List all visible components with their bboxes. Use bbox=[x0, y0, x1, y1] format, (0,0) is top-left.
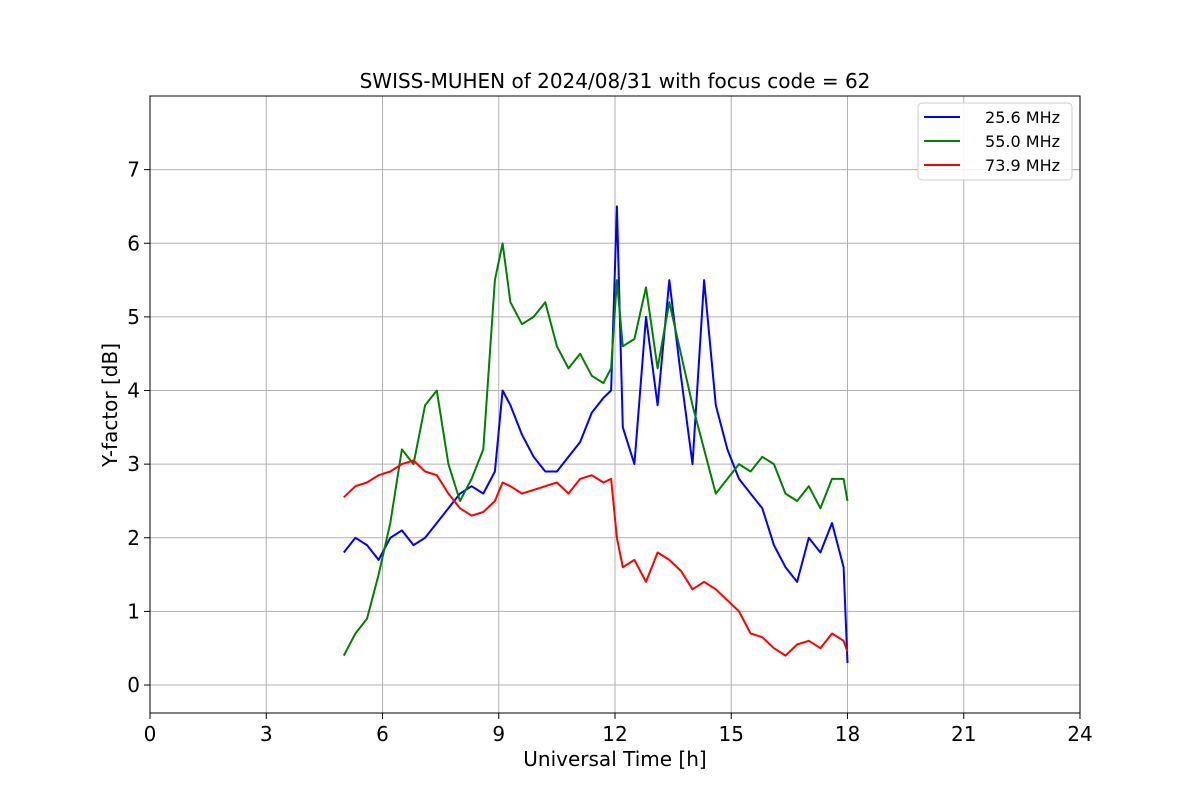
series-line-73-9-mhz bbox=[343, 459, 849, 657]
x-tick-label: 12 bbox=[602, 722, 627, 746]
legend-label: 73.9 MHz bbox=[985, 156, 1060, 175]
chart-title: SWISS-MUHEN of 2024/08/31 with focus cod… bbox=[360, 69, 871, 93]
y-tick-label: 7 bbox=[127, 158, 140, 182]
x-tick-label: 21 bbox=[951, 722, 976, 746]
x-tick-label: 15 bbox=[719, 722, 744, 746]
y-tick-label: 6 bbox=[127, 231, 140, 255]
x-tick-label: 0 bbox=[144, 722, 157, 746]
series-line-25-6-mhz bbox=[343, 205, 849, 663]
x-tick-label: 3 bbox=[260, 722, 273, 746]
series-line-55-0-mhz bbox=[342, 242, 849, 657]
series-layer bbox=[342, 205, 849, 663]
x-axis-title: Universal Time [h] bbox=[523, 747, 706, 771]
legend-box bbox=[917, 102, 1073, 181]
x-tick-label: 6 bbox=[376, 722, 389, 746]
y-axis-title: Y-factor [dB] bbox=[98, 343, 122, 468]
legend: 25.6 MHz 55.0 MHz 73.9 MHz bbox=[917, 102, 1073, 181]
y-tick-label: 4 bbox=[127, 379, 140, 403]
y-tick-label: 2 bbox=[127, 526, 140, 550]
legend-label: 55.0 MHz bbox=[985, 132, 1060, 151]
x-tick-label: 24 bbox=[1067, 722, 1092, 746]
x-tick-label: 9 bbox=[492, 722, 505, 746]
y-tick-label: 5 bbox=[127, 305, 140, 329]
y-tick-label: 3 bbox=[127, 452, 140, 476]
x-tick-label: 18 bbox=[835, 722, 860, 746]
legend-label: 25.6 MHz bbox=[985, 108, 1060, 127]
y-tick-label: 1 bbox=[127, 599, 140, 623]
y-tick-label: 0 bbox=[127, 673, 140, 697]
